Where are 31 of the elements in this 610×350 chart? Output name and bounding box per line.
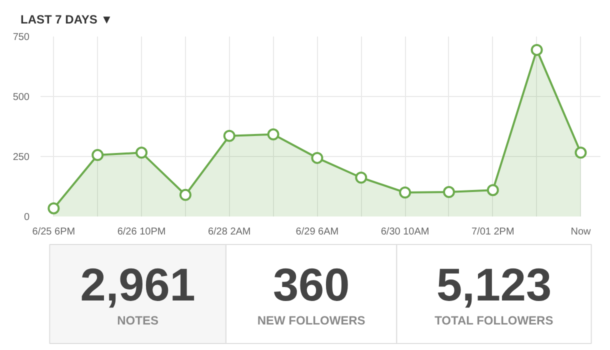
- y-tick-label: 750: [12, 32, 30, 43]
- text: 360: [272, 258, 350, 310]
- x-tick-label: 6/30 10AM: [380, 226, 430, 238]
- x-tick-label: 7/01 2PM: [471, 226, 514, 238]
- point: [486, 184, 499, 196]
- point: [574, 146, 587, 159]
- point: [355, 172, 368, 184]
- point: [442, 186, 455, 198]
- y-tick-label: 0: [24, 212, 30, 223]
- point: [223, 130, 236, 142]
- point: [92, 149, 104, 162]
- point: [267, 128, 280, 140]
- x-tick-label: 6/29 6AM: [296, 226, 339, 238]
- point: [311, 152, 324, 164]
- point: [179, 188, 192, 201]
- category-label: TOTAL FOLLOWERS: [434, 314, 554, 328]
- x-tick-label: Now: [570, 226, 592, 238]
- y-tick-label: 250: [12, 152, 30, 163]
- category-label: NEW FOLLOWERS: [257, 314, 366, 328]
- point: [399, 186, 412, 198]
- x-tick-label: 6/25 6PM: [32, 226, 76, 238]
- text: 2,961: [80, 258, 196, 310]
- point: [136, 146, 148, 159]
- category-label: NOTES: [117, 314, 158, 328]
- x-tick-label: 6/26 10PM: [117, 226, 166, 238]
- x-tick-label: 6/28 2AM: [208, 226, 251, 238]
- text: 5,123: [436, 258, 552, 310]
- chart-title: LAST 7 DAYS ▼: [20, 12, 113, 26]
- y-tick-label: 500: [12, 92, 30, 103]
- point: [48, 202, 60, 214]
- point: [530, 44, 543, 56]
